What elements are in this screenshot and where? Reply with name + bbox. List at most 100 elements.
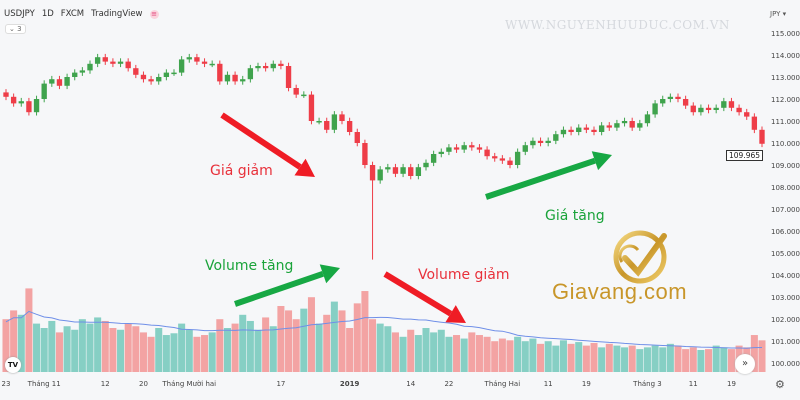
volume-bar (399, 336, 407, 372)
volume-bar (63, 326, 71, 372)
volume-bar (292, 319, 300, 372)
time-tick-label: 11 (689, 380, 698, 388)
volume-bar (155, 328, 163, 372)
candle-body (453, 147, 460, 150)
volume-bar (285, 310, 293, 372)
candle-body (148, 79, 154, 82)
volume-bar (246, 320, 254, 372)
volume-bar (544, 341, 552, 372)
price-tick-label: 113.000 (771, 74, 800, 82)
symbol[interactable]: USDJPY (4, 9, 35, 19)
collapse-indicators-button[interactable]: ⌄ 3 (5, 24, 26, 34)
volume-bar (621, 347, 629, 372)
volume-bar (384, 326, 392, 372)
volume-bar (552, 345, 560, 372)
candle-body (530, 140, 536, 146)
volume-bar (139, 332, 147, 372)
candle-body (614, 123, 620, 128)
volume-bar (201, 335, 209, 372)
candle-body (675, 96, 681, 99)
arrow-shaft (220, 112, 302, 170)
candle-body (545, 140, 551, 143)
candle-body (606, 125, 612, 128)
candle-body (385, 167, 391, 170)
candle-body (621, 121, 628, 124)
candle-body (18, 101, 24, 104)
arrow-shaft (383, 271, 453, 317)
volume-bar (78, 319, 86, 372)
candle-body (469, 145, 475, 148)
candle-body (514, 151, 521, 165)
candle-body (110, 61, 116, 64)
annotation-arrows (220, 112, 612, 323)
candle-body (652, 103, 658, 115)
candle-body (682, 99, 689, 106)
volume-bar (277, 306, 285, 372)
flag-icon[interactable]: ≡ (149, 9, 159, 19)
volume-ma-line (5, 310, 763, 349)
candle-body (560, 129, 567, 135)
volume-bar (613, 345, 621, 372)
volume-bar (369, 319, 377, 372)
candle-body (140, 74, 147, 80)
volume-bar (506, 340, 514, 372)
volume-bar (101, 320, 109, 372)
price-tick-label: 105.000 (771, 250, 800, 258)
candle-body (247, 68, 254, 80)
settings-gear-icon[interactable]: ⚙ (775, 378, 785, 391)
candle-body (705, 107, 712, 110)
time-tick-label: Tháng Mười hai (161, 380, 216, 388)
volume-bar (712, 345, 720, 372)
scroll-to-realtime-button[interactable]: » (735, 354, 755, 374)
price-tick-label: 101.000 (771, 338, 800, 346)
volume-bar (147, 336, 155, 372)
arrow-head (445, 305, 466, 323)
volume-bar (666, 343, 674, 372)
candle-body (64, 77, 70, 86)
candle-body (698, 107, 704, 113)
volume-bar (437, 329, 445, 372)
volume-bar (537, 343, 545, 372)
candle-body (438, 151, 444, 154)
volume-bar (491, 341, 499, 372)
currency-selector[interactable]: JPY ▾ (770, 10, 787, 18)
volume-bar (269, 326, 277, 372)
candle-body (270, 63, 276, 69)
time-tick-label: 23 (2, 380, 11, 388)
volume-bar (10, 310, 18, 372)
volume-bar (262, 317, 270, 372)
arrow-head (591, 151, 612, 171)
volume-bar (445, 336, 453, 372)
price-tick-label: 100.000 (771, 360, 800, 368)
candle-body (408, 167, 414, 176)
price-down-label: Giá giảm (210, 163, 273, 179)
arrow-shaft (485, 157, 596, 200)
price-tick-label: 102.000 (771, 316, 800, 324)
candle-body (507, 160, 513, 165)
volume-bar (170, 333, 178, 372)
candle-body (156, 77, 162, 82)
volume-bar (25, 288, 33, 372)
volume-bars (2, 288, 766, 372)
price-tick-label: 108.000 (771, 184, 800, 192)
candle-body (186, 57, 192, 60)
last-price-label: 109.965 (726, 150, 764, 161)
volume-bar (750, 335, 758, 372)
time-tick-label: 19 (582, 380, 591, 388)
time-tick-label: 2019 (340, 380, 360, 388)
candle-body (415, 167, 422, 176)
volume-bar (643, 347, 651, 372)
candle-body (10, 96, 17, 104)
volume-bar (582, 345, 590, 372)
candle-body (392, 167, 399, 174)
candle-body (339, 114, 345, 121)
price-tick-label: 106.000 (771, 228, 800, 236)
volume-bar (55, 332, 63, 372)
symbol-header: USDJPY 1D FXCM TradingView ≡ (4, 9, 159, 19)
candle-body (430, 154, 437, 163)
interval[interactable]: 1D (41, 9, 54, 19)
volume-bar (86, 323, 94, 372)
candle-body (94, 57, 101, 64)
volume-bar (697, 350, 705, 372)
